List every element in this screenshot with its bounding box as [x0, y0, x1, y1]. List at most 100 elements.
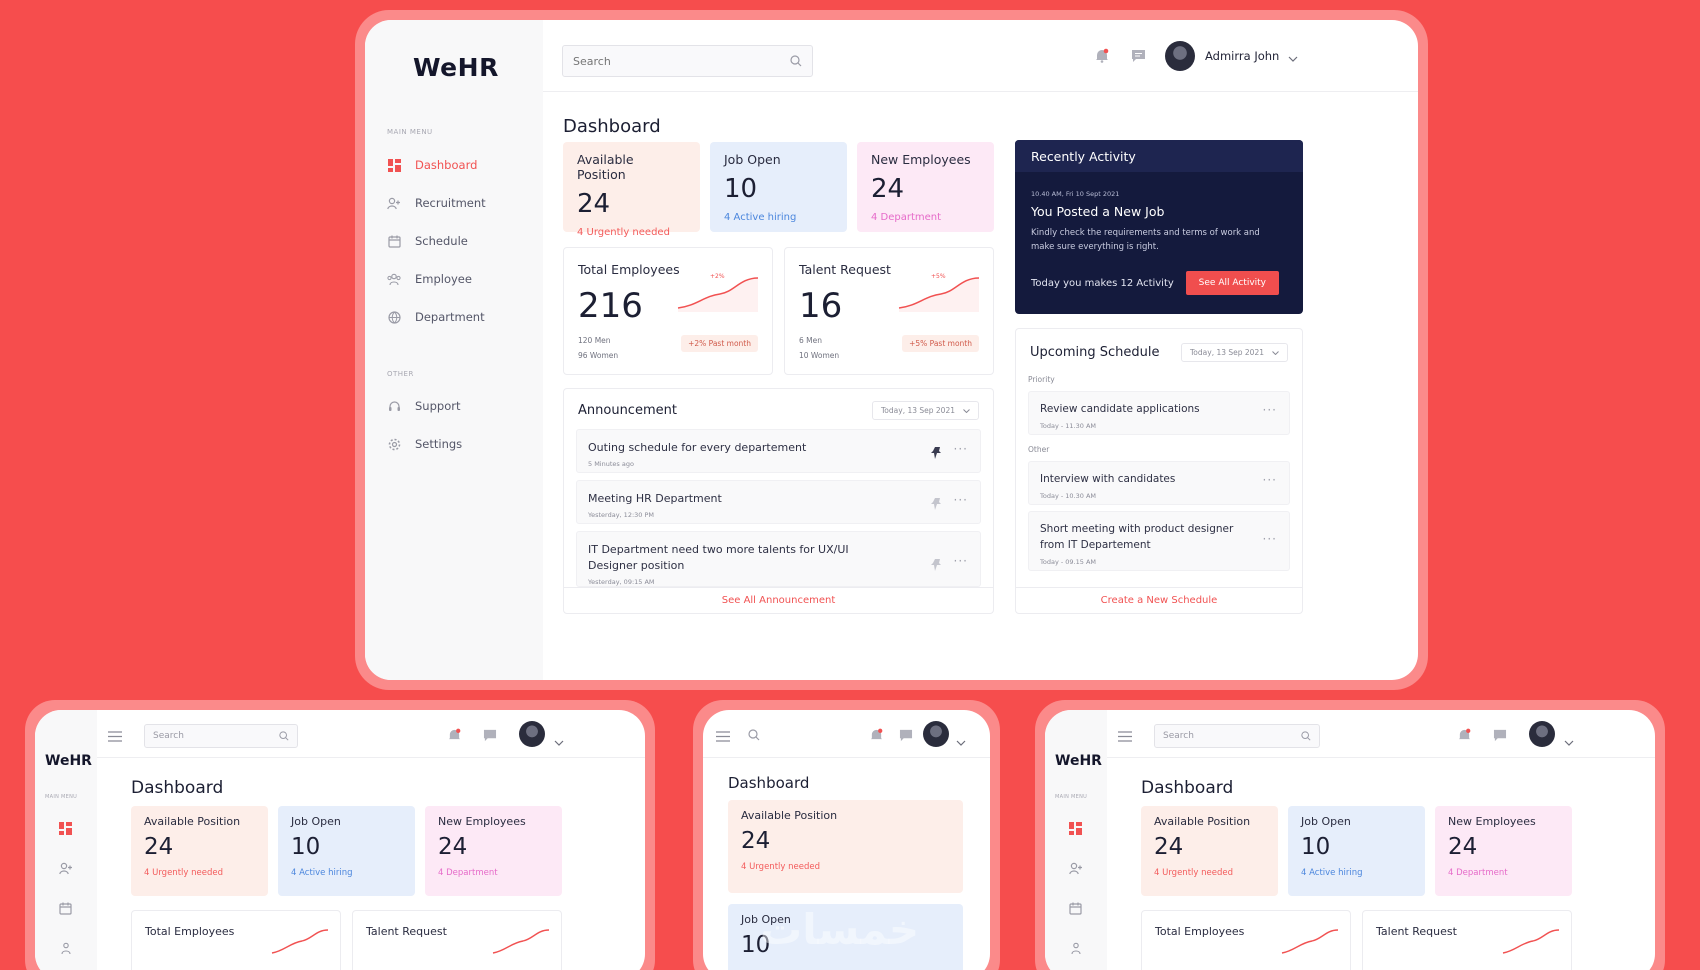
search-placeholder: Search: [1163, 731, 1194, 741]
bell-icon[interactable]: [1458, 727, 1471, 746]
add-user-icon[interactable]: [59, 860, 73, 879]
total-employees-card[interactable]: Total Employees: [1141, 910, 1351, 970]
main-menu-label: MAIN MENU: [387, 128, 433, 136]
trend-sparkline-icon: [271, 929, 329, 954]
tablet-preview-left: WeHR MAIN MENU Search Dashboard Availabl…: [25, 700, 655, 970]
see-all-activity-button[interactable]: See All Activity: [1185, 271, 1279, 295]
stat-value: 24: [577, 189, 611, 219]
sidebar-item-recruitment[interactable]: Recruitment: [387, 193, 486, 213]
schedule-item[interactable]: Interview with candidates Today - 10.30 …: [1028, 461, 1290, 505]
avatar[interactable]: [1529, 721, 1555, 747]
calendar-icon[interactable]: [59, 900, 72, 919]
search-icon[interactable]: [790, 52, 802, 71]
chat-icon[interactable]: [899, 727, 913, 746]
chevron-down-icon[interactable]: [956, 731, 966, 750]
announcement-item[interactable]: Outing schedule for every departement 5 …: [576, 429, 981, 473]
stat-label: Job Open: [291, 815, 341, 828]
stat-available-position[interactable]: Available Position 24 4 Urgently needed: [728, 800, 963, 893]
main-menu-label: MAIN MENU: [45, 794, 78, 800]
schedule-date-select[interactable]: Today, 13 Sep 2021: [1181, 343, 1288, 362]
more-options-icon[interactable]: ···: [1262, 532, 1277, 546]
app-logo[interactable]: WeHR: [1055, 753, 1102, 769]
add-user-icon[interactable]: [1069, 860, 1083, 879]
stat-job-open[interactable]: Job Open 10 4 Active hiring: [1288, 806, 1425, 896]
stat-job-open[interactable]: Job Open 10 4 Active hiring: [278, 806, 415, 896]
sidebar-item-department[interactable]: Department: [387, 307, 485, 327]
user-menu[interactable]: Admirra John: [1165, 41, 1298, 71]
user-name: Admirra John: [1205, 49, 1280, 63]
chevron-down-icon[interactable]: [1288, 47, 1298, 66]
chevron-down-icon[interactable]: [1564, 731, 1574, 750]
avatar[interactable]: [519, 721, 545, 747]
announcement-item[interactable]: IT Department need two more talents for …: [576, 531, 981, 587]
calendar-icon[interactable]: [1069, 900, 1082, 919]
talent-request-card[interactable]: Talent Request: [1362, 910, 1572, 970]
sidebar-item-employee[interactable]: Employee: [387, 269, 472, 289]
schedule-title: Interview with candidates: [1040, 473, 1176, 485]
app-logo[interactable]: WeHR: [45, 753, 92, 769]
pin-icon[interactable]: [931, 495, 942, 514]
stat-job-open[interactable]: Job Open 10 4 Active hiring: [710, 142, 847, 232]
avatar[interactable]: [923, 721, 949, 747]
bell-icon: [1095, 48, 1109, 67]
stat-new-employees[interactable]: New Employees 24 4 Department: [425, 806, 562, 896]
create-schedule-link[interactable]: Create a New Schedule: [1016, 587, 1302, 613]
search-input[interactable]: Search: [144, 724, 298, 748]
stat-available-position[interactable]: Available Position 24 4 Urgently needed: [563, 142, 700, 238]
stat-available-position[interactable]: Available Position 24 4 Urgently needed: [1141, 806, 1278, 896]
announcement-item[interactable]: Meeting HR Department Yesterday, 12:30 P…: [576, 480, 981, 524]
stat-available-position[interactable]: Available Position 24 4 Urgently needed: [131, 806, 268, 896]
card-value: 16: [799, 286, 843, 326]
search-icon[interactable]: [748, 726, 760, 745]
sidebar-item-schedule[interactable]: Schedule: [387, 231, 468, 251]
hamburger-menu-icon[interactable]: [1118, 727, 1132, 746]
pin-icon[interactable]: [931, 556, 942, 575]
total-employees-card[interactable]: Total Employees 216 +2% 120 Men 96 Women…: [563, 247, 773, 375]
schedule-item[interactable]: Short meeting with product designer from…: [1028, 511, 1290, 571]
message-button[interactable]: [1131, 48, 1146, 67]
more-options-icon[interactable]: ···: [1262, 403, 1277, 417]
stat-new-employees[interactable]: New Employees 24 4 Department: [857, 142, 994, 232]
stat-label: Job Open: [741, 913, 791, 926]
upcoming-schedule-card: Upcoming Schedule Today, 13 Sep 2021 Pri…: [1015, 328, 1303, 614]
stat-job-open[interactable]: Job Open 10: [728, 904, 963, 970]
more-options-icon[interactable]: ···: [953, 493, 968, 507]
add-user-icon: [387, 196, 401, 210]
employee-icon[interactable]: [1069, 940, 1083, 959]
search-input[interactable]: [573, 54, 753, 68]
more-options-icon[interactable]: ···: [1262, 473, 1277, 487]
other-menu-label: OTHER: [387, 370, 414, 378]
schedule-item[interactable]: Review candidate applications Today - 11…: [1028, 391, 1290, 435]
stat-sub: 4 Department: [438, 868, 498, 878]
notification-button[interactable]: [1095, 48, 1109, 67]
talent-request-card[interactable]: Talent Request 16 +5% 6 Men 10 Women +5%…: [784, 247, 994, 375]
sidebar-item-support[interactable]: Support: [387, 396, 460, 416]
chat-icon[interactable]: [483, 727, 497, 746]
hamburger-menu-icon[interactable]: [108, 727, 122, 746]
dashboard-icon[interactable]: [1069, 820, 1082, 839]
hamburger-menu-icon[interactable]: [716, 727, 730, 746]
more-options-icon[interactable]: ···: [953, 442, 968, 456]
pin-icon[interactable]: [931, 444, 942, 463]
chevron-down-icon[interactable]: [554, 731, 564, 750]
bell-icon[interactable]: [870, 727, 883, 746]
stat-new-employees[interactable]: New Employees 24 4 Department: [1435, 806, 1572, 896]
app-logo[interactable]: WeHR: [413, 53, 499, 82]
search-box[interactable]: [562, 45, 813, 77]
talent-request-card[interactable]: Talent Request: [352, 910, 562, 970]
employee-icon[interactable]: [59, 940, 73, 959]
see-all-announcement-link[interactable]: See All Announcement: [564, 587, 993, 613]
chat-icon[interactable]: [1493, 727, 1507, 746]
bell-icon[interactable]: [448, 727, 461, 746]
chevron-down-icon: [1272, 350, 1279, 355]
announcement-date-select[interactable]: Today, 13 Sep 2021: [872, 401, 979, 420]
sidebar-item-settings[interactable]: Settings: [387, 434, 462, 454]
search-input[interactable]: Search: [1154, 724, 1320, 748]
avatar[interactable]: [1165, 41, 1195, 71]
stat-label: New Employees: [1448, 815, 1536, 828]
sidebar-item-dashboard[interactable]: Dashboard: [387, 155, 477, 175]
stat-sub: 4 Urgently needed: [144, 868, 223, 878]
dashboard-icon[interactable]: [59, 820, 72, 839]
total-employees-card[interactable]: Total Employees: [131, 910, 341, 970]
more-options-icon[interactable]: ···: [953, 554, 968, 568]
